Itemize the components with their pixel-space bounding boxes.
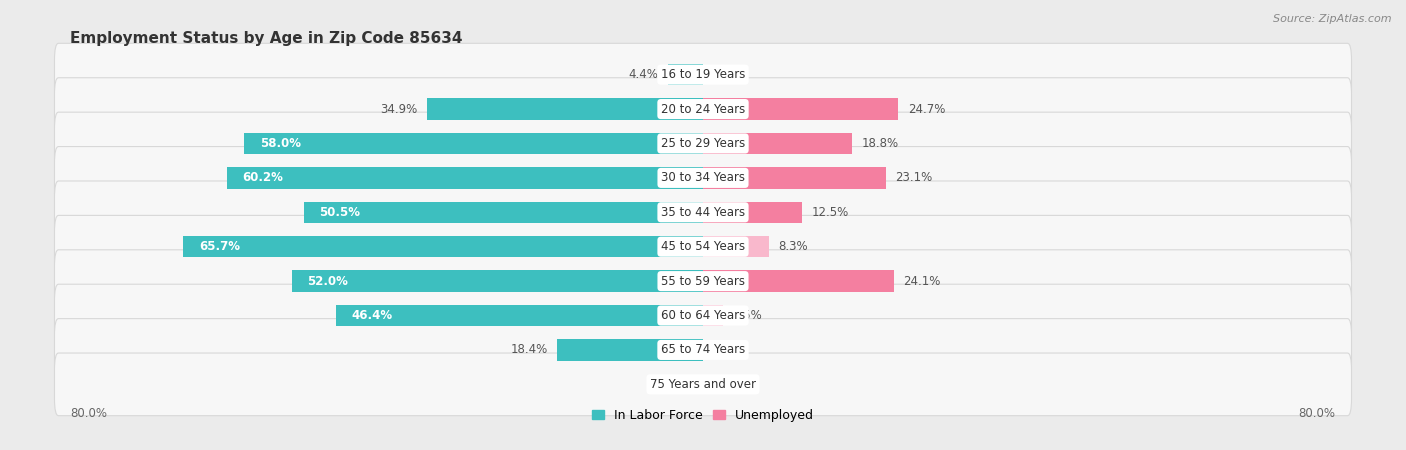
Text: 0.0%: 0.0% <box>664 378 693 391</box>
Text: 52.0%: 52.0% <box>308 274 349 288</box>
Bar <box>183 236 703 257</box>
Bar <box>703 236 769 257</box>
Text: 25 to 29 Years: 25 to 29 Years <box>661 137 745 150</box>
FancyBboxPatch shape <box>55 284 1351 347</box>
Text: 30 to 34 Years: 30 to 34 Years <box>661 171 745 184</box>
Text: 46.4%: 46.4% <box>352 309 392 322</box>
FancyBboxPatch shape <box>55 112 1351 175</box>
Text: 4.4%: 4.4% <box>628 68 658 81</box>
FancyBboxPatch shape <box>55 319 1351 381</box>
Text: 45 to 54 Years: 45 to 54 Years <box>661 240 745 253</box>
Text: 24.1%: 24.1% <box>903 274 941 288</box>
Text: Source: ZipAtlas.com: Source: ZipAtlas.com <box>1274 14 1392 23</box>
Bar <box>703 167 886 189</box>
Text: 65 to 74 Years: 65 to 74 Years <box>661 343 745 356</box>
Text: 20 to 24 Years: 20 to 24 Years <box>661 103 745 116</box>
Bar <box>703 99 898 120</box>
Text: 50.5%: 50.5% <box>319 206 360 219</box>
Bar <box>703 270 894 292</box>
Legend: In Labor Force, Unemployed: In Labor Force, Unemployed <box>586 404 820 427</box>
Text: 0.0%: 0.0% <box>713 68 742 81</box>
Text: 34.9%: 34.9% <box>380 103 418 116</box>
Text: 80.0%: 80.0% <box>1299 407 1336 420</box>
Bar <box>427 99 703 120</box>
Text: 23.1%: 23.1% <box>896 171 932 184</box>
Text: Employment Status by Age in Zip Code 85634: Employment Status by Age in Zip Code 856… <box>70 31 463 46</box>
Text: 58.0%: 58.0% <box>260 137 301 150</box>
FancyBboxPatch shape <box>55 216 1351 278</box>
FancyBboxPatch shape <box>55 250 1351 312</box>
Text: 0.0%: 0.0% <box>713 378 742 391</box>
Text: 18.4%: 18.4% <box>510 343 548 356</box>
Bar <box>304 202 703 223</box>
Bar <box>558 339 703 360</box>
Text: 60.2%: 60.2% <box>243 171 284 184</box>
Bar <box>703 202 801 223</box>
Bar <box>291 270 703 292</box>
Bar <box>668 64 703 86</box>
Text: 24.7%: 24.7% <box>908 103 945 116</box>
Text: 60 to 64 Years: 60 to 64 Years <box>661 309 745 322</box>
Text: 18.8%: 18.8% <box>860 137 898 150</box>
FancyBboxPatch shape <box>55 147 1351 209</box>
Text: 80.0%: 80.0% <box>70 407 107 420</box>
Bar <box>703 133 852 154</box>
Text: 12.5%: 12.5% <box>811 206 849 219</box>
Text: 8.3%: 8.3% <box>778 240 808 253</box>
FancyBboxPatch shape <box>55 181 1351 243</box>
Text: 0.0%: 0.0% <box>713 343 742 356</box>
Text: 2.5%: 2.5% <box>733 309 762 322</box>
Text: 65.7%: 65.7% <box>200 240 240 253</box>
Bar <box>245 133 703 154</box>
Bar <box>703 305 723 326</box>
Text: 16 to 19 Years: 16 to 19 Years <box>661 68 745 81</box>
Text: 55 to 59 Years: 55 to 59 Years <box>661 274 745 288</box>
Bar <box>336 305 703 326</box>
FancyBboxPatch shape <box>55 353 1351 416</box>
FancyBboxPatch shape <box>55 43 1351 106</box>
FancyBboxPatch shape <box>55 78 1351 140</box>
Text: 75 Years and over: 75 Years and over <box>650 378 756 391</box>
Text: 35 to 44 Years: 35 to 44 Years <box>661 206 745 219</box>
Bar <box>226 167 703 189</box>
